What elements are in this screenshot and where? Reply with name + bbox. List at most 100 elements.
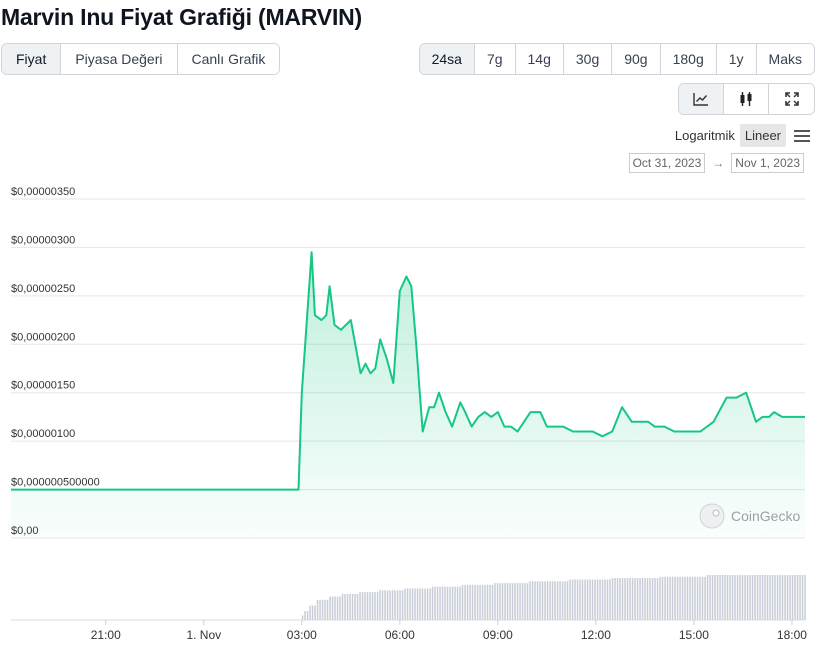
volume-bar	[689, 576, 691, 620]
volume-bar	[611, 578, 614, 620]
volume-bar	[791, 575, 794, 620]
volume-bar	[369, 592, 371, 620]
fullscreen-button[interactable]	[769, 84, 814, 114]
volume-bar	[666, 576, 669, 620]
volume-bar	[724, 575, 726, 620]
range-24h[interactable]: 24sa	[419, 44, 475, 74]
volume-bar	[646, 578, 649, 620]
volume-bar	[621, 578, 624, 620]
volume-bar	[411, 588, 414, 620]
line-chart-icon	[693, 93, 708, 106]
volume-bar	[664, 576, 666, 620]
volume-bar	[339, 596, 341, 620]
volume-bar	[596, 579, 599, 620]
volume-bar	[586, 579, 589, 620]
volume-bar	[476, 584, 479, 620]
volume-bar	[629, 578, 631, 620]
tab-market-cap[interactable]: Piyasa Değeri	[61, 44, 178, 74]
volume-bar	[529, 581, 531, 620]
volume-bar	[746, 575, 749, 620]
volume-bar	[351, 593, 354, 620]
tab-price[interactable]: Fiyat	[2, 44, 62, 74]
volume-bar	[459, 586, 461, 620]
volume-bar	[574, 579, 576, 620]
volume-bar	[601, 579, 604, 620]
price-line	[11, 251, 805, 491]
date-from-input[interactable]: Oct 31, 2023	[628, 153, 706, 173]
range-1y[interactable]: 1y	[716, 44, 757, 74]
chart-menu-icon[interactable]	[794, 129, 810, 142]
volume-bar	[391, 590, 394, 620]
volume-bar	[656, 578, 659, 620]
range-selector: 24sa 7g 14g 30g 90g 180g 1y Maks	[418, 43, 815, 75]
volume-bar	[311, 605, 314, 620]
scale-logarithmic[interactable]: Logaritmik	[674, 128, 735, 143]
range-30d[interactable]: 30g	[563, 44, 613, 74]
volume-bar	[566, 581, 569, 620]
volume-bar	[396, 590, 399, 620]
volume-bar	[419, 588, 421, 620]
volume-bar	[804, 575, 806, 620]
range-90d[interactable]: 90g	[612, 44, 661, 74]
volume-bar	[774, 575, 776, 620]
volume-bar	[599, 579, 601, 620]
watermark-text: CoinGecko	[731, 508, 800, 524]
x-tick-label: 1. Nov	[186, 628, 221, 642]
volume-bar	[591, 579, 594, 620]
chart-type-selector	[678, 83, 815, 115]
scale-linear[interactable]: Lineer	[739, 124, 786, 147]
volume-bar	[379, 590, 381, 620]
volume-bar	[754, 575, 756, 620]
x-tick-label: 12:00	[581, 628, 611, 642]
volume-bar	[794, 575, 796, 620]
volume-bar	[314, 605, 316, 620]
y-tick-label: $0,00000150	[11, 380, 75, 392]
volume-bar	[716, 575, 719, 620]
volume-bar	[734, 575, 736, 620]
volume-bar	[764, 575, 766, 620]
range-14d[interactable]: 14g	[515, 44, 564, 74]
volume-bar	[576, 579, 579, 620]
volume-bar	[406, 588, 409, 620]
volume-bar	[376, 592, 379, 620]
range-180d[interactable]: 180g	[660, 44, 717, 74]
date-to-input[interactable]: Nov 1, 2023	[731, 153, 804, 173]
volume-bar	[556, 581, 559, 620]
volume-bar	[326, 599, 329, 621]
range-max[interactable]: Maks	[756, 44, 814, 74]
volume-bar	[539, 581, 541, 620]
volume-bar	[506, 583, 509, 620]
page-title: Marvin Inu Fiyat Grafiği (MARVIN)	[1, 4, 363, 30]
volume-bar	[719, 575, 721, 620]
volume-bar	[581, 579, 584, 620]
volume-bar	[321, 599, 324, 621]
tab-live-chart[interactable]: Canlı Grafik	[177, 44, 280, 74]
volume-bar	[766, 575, 769, 620]
line-chart-button[interactable]	[679, 84, 724, 114]
coingecko-watermark: CoinGecko	[699, 503, 800, 529]
volume-bar	[661, 576, 664, 620]
volume-bar	[639, 578, 641, 620]
y-tick-label: $0,00000300	[11, 234, 75, 246]
volume-bar	[606, 579, 609, 620]
volume-bar	[341, 593, 344, 620]
volume-bar	[494, 583, 496, 620]
range-7d[interactable]: 7g	[474, 44, 516, 74]
volume-bar	[671, 576, 674, 620]
volume-bar	[501, 583, 504, 620]
candlestick-button[interactable]	[724, 84, 769, 114]
volume-bar	[679, 576, 681, 620]
volume-bar	[366, 592, 369, 620]
volume-bar	[641, 578, 644, 620]
volume-bar	[301, 615, 304, 620]
volume-bar	[631, 578, 634, 620]
volume-bar	[731, 575, 734, 620]
volume-bar	[481, 584, 484, 620]
volume-bar	[359, 592, 361, 620]
volume-bar	[729, 575, 731, 620]
volume-bar	[471, 584, 474, 620]
volume-bar	[781, 575, 784, 620]
volume-bar	[431, 586, 434, 620]
volume-bar	[674, 576, 676, 620]
